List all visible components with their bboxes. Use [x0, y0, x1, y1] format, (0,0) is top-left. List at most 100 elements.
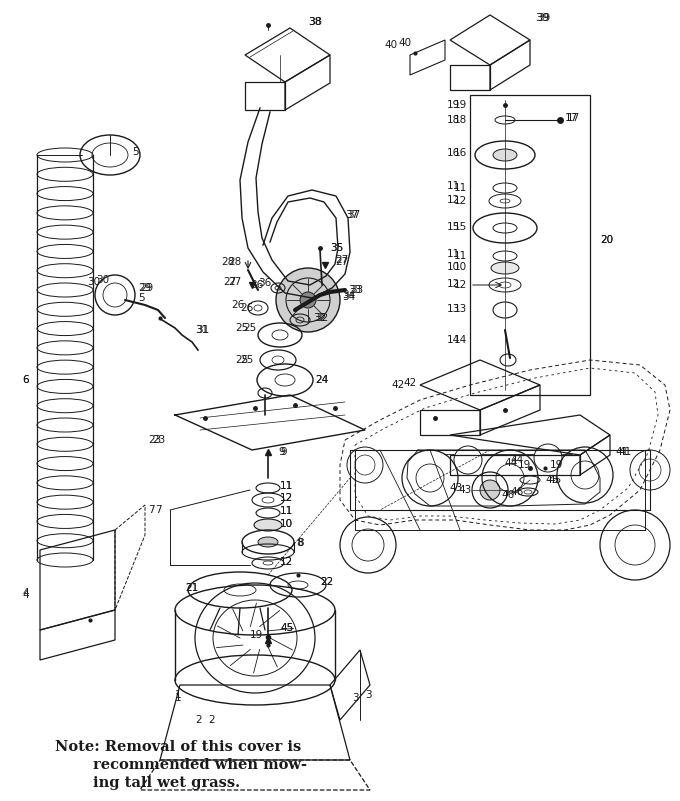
Text: 19: 19 [518, 460, 531, 470]
Text: 11: 11 [280, 506, 293, 516]
Text: 27: 27 [224, 277, 237, 287]
Bar [470, 95, 590, 395]
Text: 30: 30 [87, 277, 100, 287]
Text: 11: 11 [454, 183, 467, 193]
Text: 15: 15 [454, 222, 467, 232]
Text: 2: 2 [195, 715, 202, 725]
Text: 34: 34 [342, 290, 355, 300]
Text: 46: 46 [510, 487, 523, 497]
Text: 27: 27 [228, 277, 241, 287]
Text: 5: 5 [138, 293, 145, 303]
Text: 29: 29 [140, 283, 153, 293]
Text: 7: 7 [155, 505, 162, 515]
Text: 21: 21 [185, 583, 199, 593]
Text: 11: 11 [280, 506, 293, 516]
Text: 45: 45 [280, 623, 293, 633]
Text: 25: 25 [243, 323, 256, 333]
Text: 44: 44 [510, 455, 523, 465]
Text: 3: 3 [365, 690, 372, 700]
Text: 14: 14 [447, 335, 460, 345]
Ellipse shape [258, 537, 278, 547]
Text: 8: 8 [297, 538, 304, 548]
Text: 13: 13 [447, 304, 460, 314]
Text: 21: 21 [185, 583, 199, 593]
Text: 23: 23 [148, 435, 161, 445]
Text: 12: 12 [280, 493, 293, 503]
Text: 14: 14 [454, 335, 467, 345]
Text: 19: 19 [250, 630, 263, 640]
Text: 11: 11 [280, 481, 293, 491]
Text: 20: 20 [600, 235, 613, 245]
Ellipse shape [493, 149, 517, 161]
Text: 9: 9 [278, 447, 285, 457]
Text: 12: 12 [280, 493, 293, 503]
Text: 12: 12 [280, 557, 293, 567]
Text: 18: 18 [447, 115, 460, 125]
Text: 40: 40 [385, 40, 398, 50]
Text: 39: 39 [535, 13, 549, 23]
Text: 44: 44 [505, 458, 518, 468]
Text: 23: 23 [152, 435, 165, 445]
Ellipse shape [276, 268, 340, 332]
Text: 45: 45 [280, 623, 293, 633]
Text: 34: 34 [342, 292, 355, 302]
Text: 25: 25 [235, 355, 248, 365]
Text: 11: 11 [280, 481, 293, 491]
Text: 9: 9 [280, 447, 287, 457]
Text: 12: 12 [280, 557, 293, 567]
Text: 19: 19 [454, 100, 467, 110]
Text: 17: 17 [565, 113, 578, 123]
Text: 11: 11 [447, 249, 460, 259]
Text: 17: 17 [567, 113, 580, 123]
Text: 10: 10 [447, 262, 460, 272]
Text: 16: 16 [447, 148, 460, 158]
Text: 45: 45 [545, 475, 558, 485]
Text: 5: 5 [132, 147, 139, 157]
Text: 35: 35 [330, 243, 343, 253]
Text: 20: 20 [600, 235, 613, 245]
Text: 36: 36 [258, 278, 271, 288]
Text: 24: 24 [315, 375, 328, 385]
Ellipse shape [491, 262, 519, 274]
Text: 12: 12 [447, 195, 460, 205]
Text: 22: 22 [320, 577, 333, 587]
Text: 11: 11 [454, 251, 467, 261]
Text: 35: 35 [330, 243, 343, 253]
Text: 28: 28 [228, 257, 241, 267]
Text: 19: 19 [550, 460, 563, 470]
Text: 8: 8 [296, 538, 303, 548]
Text: 18: 18 [454, 115, 467, 125]
Text: recommended when mow-: recommended when mow- [93, 758, 307, 772]
Text: 43: 43 [458, 485, 471, 495]
Text: 2: 2 [208, 715, 215, 725]
Text: 29: 29 [138, 283, 151, 293]
Text: 37: 37 [345, 210, 358, 220]
Text: 31: 31 [195, 325, 208, 335]
Text: 12: 12 [447, 279, 460, 289]
Text: 16: 16 [454, 148, 467, 158]
Ellipse shape [254, 519, 282, 531]
Text: 41: 41 [615, 447, 628, 457]
Text: 39: 39 [537, 13, 550, 23]
Text: 28: 28 [222, 257, 235, 267]
Text: 15: 15 [447, 222, 460, 232]
Text: 10: 10 [280, 519, 293, 529]
Text: 11: 11 [447, 181, 460, 191]
Text: 26: 26 [232, 300, 245, 310]
Text: 25: 25 [235, 323, 248, 333]
Text: 30: 30 [96, 275, 109, 285]
Text: 3: 3 [352, 693, 358, 703]
Text: 33: 33 [348, 285, 361, 295]
Text: 45: 45 [548, 475, 561, 485]
Text: 31: 31 [196, 325, 209, 335]
Ellipse shape [300, 292, 316, 308]
Text: 19: 19 [447, 100, 460, 110]
Text: 13: 13 [454, 304, 467, 314]
Text: 4: 4 [22, 590, 29, 600]
Text: 32: 32 [313, 313, 326, 323]
Text: 27: 27 [335, 257, 348, 267]
Text: 6: 6 [22, 375, 29, 385]
Text: 38: 38 [308, 17, 322, 27]
Text: 12: 12 [454, 280, 467, 290]
Text: 10: 10 [280, 519, 293, 529]
